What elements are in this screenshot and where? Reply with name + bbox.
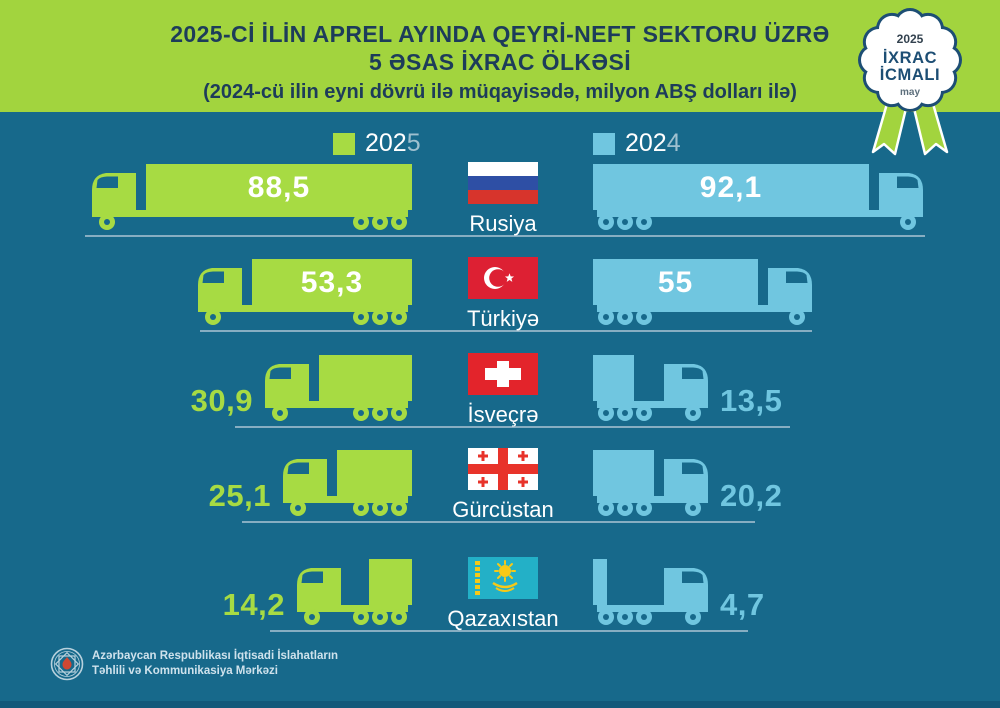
chart-row-isvecre: 30,9 13,5 İsveçrə	[0, 333, 1000, 428]
truck-2024-gurcustan	[593, 450, 708, 516]
svg-text:92,1: 92,1	[700, 171, 762, 204]
truck-2024-turkiye: 55	[593, 259, 812, 325]
bottom-edge	[0, 701, 1000, 708]
badge-year: 2025	[897, 32, 924, 46]
chart-row-russia: 88,5 92,1 Rusiya	[0, 142, 1000, 237]
value-2024: 4,7	[720, 587, 765, 622]
road-line	[242, 521, 755, 523]
value-2024: 20,2	[720, 478, 783, 513]
badge-month: may	[900, 87, 920, 98]
value-2024: 13,5	[720, 383, 783, 418]
country-label: Gürcüstan	[452, 497, 554, 522]
svg-text:88,5: 88,5	[248, 171, 310, 204]
value-2025: 30,9	[190, 383, 253, 418]
legend-label-2025: 2025	[365, 129, 421, 157]
country-label: Rusiya	[469, 211, 537, 236]
badge-title-line1: İXRAC	[883, 49, 937, 67]
turkiye-flag-icon	[468, 257, 538, 299]
badge-title-line2: İCMALI	[880, 66, 940, 84]
seal-scallop-icon	[858, 8, 962, 112]
truck-2025-turkiye: 53,3	[198, 259, 412, 325]
award-badge-icon: 2025 İXRAC İCMALI may	[858, 8, 962, 156]
road-line	[200, 330, 812, 332]
qazaxistan-flag-icon	[468, 557, 538, 599]
gurcustan-flag-icon	[468, 448, 538, 490]
chart-row-qazaxistan: 14,2 4,7 Qazaxıstan	[0, 537, 1000, 632]
legend-label-2024: 2024	[625, 129, 681, 157]
road-line	[235, 426, 790, 428]
svg-text:55: 55	[658, 266, 693, 299]
road-line	[85, 235, 925, 237]
truck-2025-qazaxistan	[297, 559, 412, 625]
chart-row-turkiye: 53,3 55 Türkiyə	[0, 237, 1000, 332]
truck-2024-qazaxistan	[593, 559, 708, 625]
legend-swatch-2024	[593, 133, 615, 155]
org-name-line1: Azərbaycan Respublikası İqtisadi İslahat…	[92, 650, 339, 662]
road-line	[270, 630, 748, 632]
svg-text:53,3: 53,3	[301, 266, 363, 299]
organization-name: Azərbaycan Respublikası İqtisadi İslahat…	[92, 649, 338, 679]
isvecre-flag-icon	[468, 353, 538, 395]
chart-row-gurcustan: 25,1 20,2 Gürcüstan	[0, 428, 1000, 523]
page-subtitle: (2024-cü ilin eyni dövrü ilə müqayisədə,…	[203, 81, 797, 103]
page-title-line2: 5 ƏSAS İXRAC ÖLKƏSİ	[368, 49, 632, 75]
flag-container	[468, 448, 538, 495]
country-label: Türkiyə	[466, 306, 540, 331]
header: 2025-Cİ İLİN APREL AYINDA QEYRİ-NEFT SEK…	[0, 0, 1000, 112]
russia-flag-icon	[468, 162, 538, 204]
value-2025: 14,2	[222, 587, 285, 622]
truck-2025-gurcustan	[283, 450, 412, 516]
truck-2025-russia: 88,5	[92, 164, 412, 230]
flag-container	[468, 353, 538, 400]
flag-container	[468, 257, 538, 304]
truck-2024-russia: 92,1	[593, 164, 923, 230]
page-title-line1: 2025-Cİ İLİN APREL AYINDA QEYRİ-NEFT SEK…	[170, 21, 830, 47]
country-label: Qazaxıstan	[447, 606, 559, 631]
flag-container	[468, 557, 538, 604]
country-label: İsveçrə	[467, 402, 539, 427]
truck-2025-isvecre	[265, 355, 412, 421]
value-2025: 25,1	[208, 478, 271, 513]
truck-2024-isvecre	[593, 355, 708, 421]
footer: Azərbaycan Respublikası İqtisadi İslahat…	[0, 638, 1000, 708]
org-name-line2: Təhlili və Kommunikasiya Mərkəzi	[92, 665, 278, 677]
state-emblem-icon	[50, 647, 84, 681]
legend-swatch-2025	[333, 133, 355, 155]
flag-container	[468, 162, 538, 209]
